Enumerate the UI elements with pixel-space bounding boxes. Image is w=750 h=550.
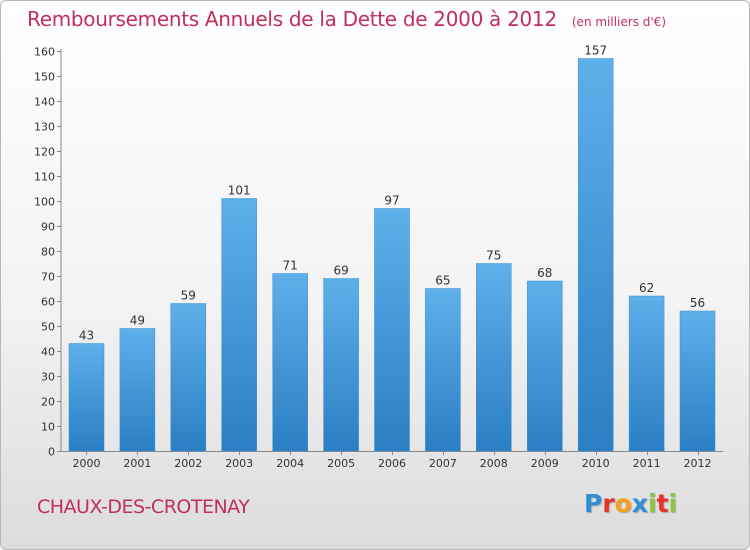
value-label-2009: 68 (537, 266, 552, 280)
bar-2000[interactable] (68, 343, 105, 452)
bar-2004[interactable] (272, 273, 308, 452)
value-label-2005: 69 (333, 264, 348, 278)
y-tick-label: 120 (34, 146, 55, 159)
y-tick-label: 150 (34, 71, 55, 84)
value-label-2010: 157 (584, 44, 607, 58)
y-tick-label: 60 (41, 296, 55, 309)
x-tick-label-2007: 2007 (429, 457, 457, 470)
y-tick-label: 130 (34, 121, 55, 134)
logo-letter: i (668, 489, 678, 518)
x-tick-label-2008: 2008 (480, 457, 508, 470)
bar-2010[interactable] (577, 58, 614, 452)
x-tick-label-2010: 2010 (582, 457, 610, 470)
logo-letter: x (631, 489, 648, 518)
logo-letter: P (584, 489, 603, 518)
x-tick-label-2000: 2000 (73, 457, 101, 470)
y-tick-label: 0 (48, 446, 55, 459)
bar-2008[interactable] (476, 263, 512, 452)
bars (68, 58, 716, 452)
y-tick-label: 140 (34, 96, 55, 109)
bar-2012[interactable] (679, 310, 716, 452)
value-label-2000: 43 (79, 329, 94, 343)
value-label-2008: 75 (486, 249, 501, 263)
y-tick-label: 70 (41, 271, 55, 284)
logo-letter: o (614, 489, 632, 518)
bar-2009[interactable] (527, 280, 563, 452)
value-label-2004: 71 (283, 259, 298, 273)
y-tick-label: 110 (34, 171, 55, 184)
bar-2005[interactable] (323, 278, 359, 452)
x-tick-label-2005: 2005 (327, 457, 355, 470)
value-label-2002: 59 (181, 289, 196, 303)
y-tick-label: 30 (41, 371, 55, 384)
chart-title: Remboursements Annuels de la Dette de 20… (27, 7, 557, 31)
x-tick-label-2004: 2004 (276, 457, 304, 470)
y-tick-label: 10 (41, 421, 55, 434)
y-tick-label: 100 (34, 196, 55, 209)
x-tick-label-2006: 2006 (378, 457, 406, 470)
value-label-2007: 65 (435, 274, 450, 288)
value-label-2001: 49 (130, 314, 145, 328)
y-tick-label: 160 (34, 46, 55, 59)
proxiti-logo[interactable]: Proxiti (584, 489, 677, 518)
y-tick-label: 40 (41, 346, 55, 359)
y-tick-label: 50 (41, 321, 55, 334)
value-labels: 43 49 59 101 71 69 97 65 75 68 157 62 56 (79, 44, 705, 343)
x-tick-label-2012: 2012 (684, 457, 712, 470)
logo-letter: r (602, 489, 615, 518)
logo-letter: i (648, 489, 657, 518)
value-label-2006: 97 (384, 194, 399, 208)
town-name: CHAUX-DES-CROTENAY (37, 496, 250, 518)
x-tick-label-2009: 2009 (531, 457, 559, 470)
x-tick-label-2011: 2011 (633, 457, 661, 470)
title-row: Remboursements Annuels de la Dette de 20… (27, 7, 666, 31)
bar-2011[interactable] (628, 295, 665, 452)
logo-letter: t (656, 489, 669, 518)
x-axis: 2000 2001 2002 2003 2004 2005 2006 2007 2008 2009… (61, 451, 723, 470)
bar-2002[interactable] (170, 303, 207, 452)
y-axis: 0 10 20 30 40 50 60 70 80 90 100 110 120 130 140 150 160 (34, 46, 62, 459)
bar-2003[interactable] (221, 198, 257, 452)
y-tick-label: 90 (41, 221, 55, 234)
chart-unit: (en milliers d'€) (571, 15, 666, 29)
value-label-2011: 62 (639, 281, 654, 295)
x-tick-label-2001: 2001 (123, 457, 151, 470)
x-tick-label-2003: 2003 (225, 457, 253, 470)
bar-2001[interactable] (119, 328, 156, 452)
value-label-2003: 101 (228, 184, 251, 198)
y-tick-label: 80 (41, 246, 55, 259)
bar-2006[interactable] (374, 208, 410, 452)
x-tick-label-2002: 2002 (174, 457, 202, 470)
value-label-2012: 56 (690, 296, 705, 310)
bar-2007[interactable] (425, 288, 461, 452)
y-tick-label: 20 (41, 396, 55, 409)
